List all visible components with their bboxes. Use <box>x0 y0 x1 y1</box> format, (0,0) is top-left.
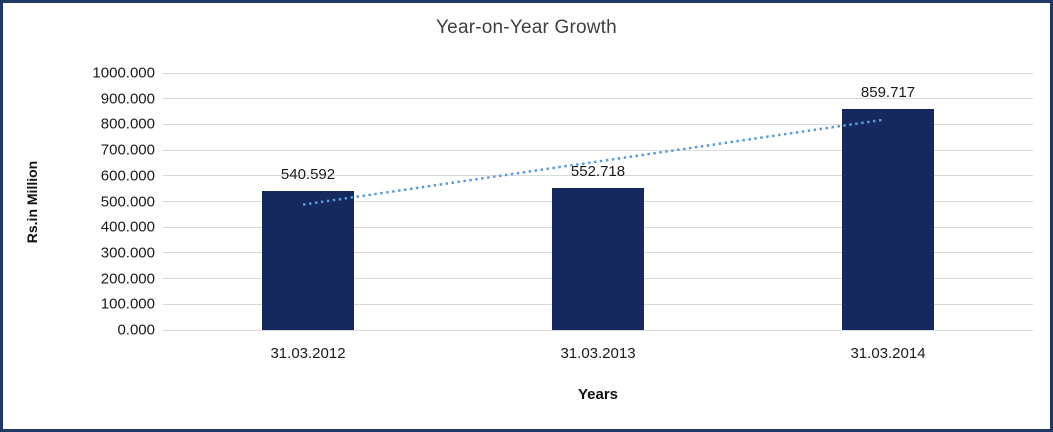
y-tick-label: 200.000 <box>100 270 155 288</box>
bar-31.03.2013 <box>552 187 644 330</box>
y-tick-label: 0.000 <box>117 321 155 339</box>
y-tick-label: 1000.000 <box>92 64 155 82</box>
y-tick-label: 800.000 <box>100 115 155 133</box>
x-tick-label: 31.03.2012 <box>270 345 346 362</box>
y-tick-label: 300.000 <box>100 244 155 262</box>
bar-value-label: 859.717 <box>860 84 916 102</box>
y-axis-title-text: Rs.in Million <box>24 160 41 243</box>
bar-31.03.2012 <box>262 191 354 330</box>
y-tick-label: 600.000 <box>100 167 155 185</box>
plot-area: 540.592 31.03.2012 552.718 31.03.2013 859.71… <box>163 72 1033 362</box>
x-axis-title: Years <box>577 386 619 403</box>
gridline <box>163 72 1033 74</box>
gridline <box>163 98 1033 100</box>
x-tick-label: 31.03.2013 <box>560 345 636 362</box>
y-tick-label: 700.000 <box>100 141 155 159</box>
x-tick-label: 31.03.2014 <box>850 345 926 362</box>
y-axis-tick-labels: 0.000 100.000 200.000 300.000 400.000 500.000… <box>43 65 155 339</box>
y-tick-label: 400.000 <box>100 218 155 236</box>
bar-value-label: 552.718 <box>570 162 626 180</box>
gridline <box>163 329 1033 331</box>
y-axis-title: Rs.in Million <box>21 73 43 330</box>
bar-value-label: 540.592 <box>280 166 336 184</box>
y-tick-label: 500.000 <box>100 193 155 210</box>
y-tick-label: 100.000 <box>100 295 155 313</box>
bar-31.03.2014 <box>842 109 934 330</box>
chart-title: Year-on-Year Growth <box>436 17 617 38</box>
y-tick-label: 900.000 <box>100 90 155 108</box>
